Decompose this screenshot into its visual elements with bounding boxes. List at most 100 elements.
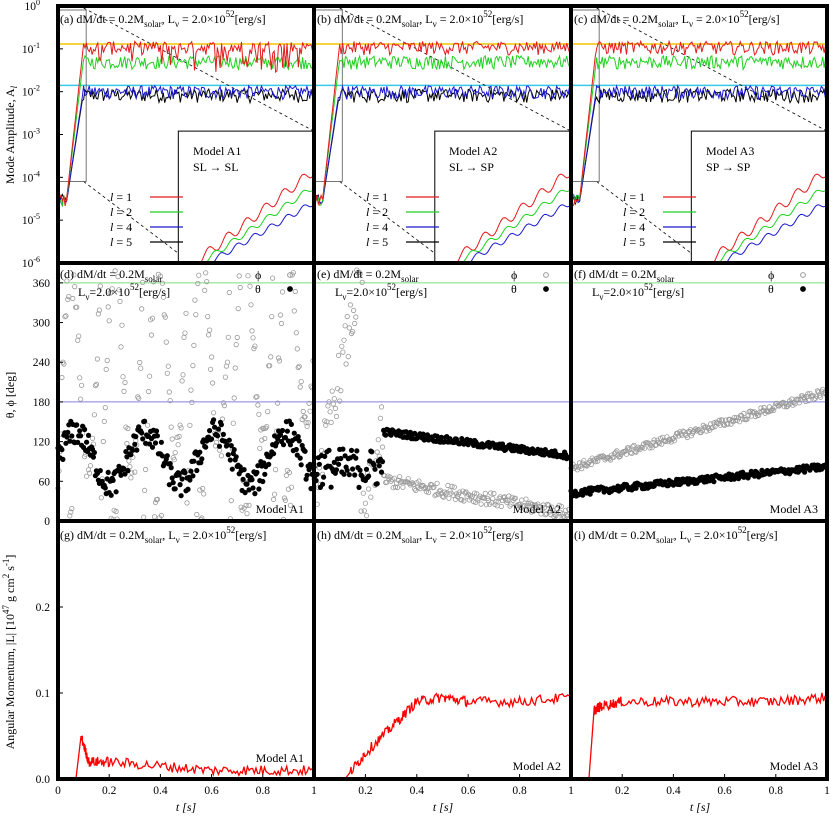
- theta-marker: [90, 454, 97, 460]
- phi-marker: [560, 513, 567, 520]
- phi-marker: [66, 293, 72, 300]
- header-d: (d) dM/dt = 0.2Msolar: [60, 267, 162, 284]
- theta-marker: [374, 481, 380, 487]
- theta-marker: [240, 476, 246, 482]
- phi-marker: [434, 480, 440, 486]
- theta-marker: [246, 487, 252, 493]
- zoom-guide-lower: [339, 181, 448, 264]
- phi-marker: [397, 473, 403, 480]
- theta-marker: [168, 464, 174, 471]
- inset-transition-a3: SP → SP: [706, 160, 751, 174]
- phi-marker: [416, 478, 422, 484]
- theta-marker: [316, 461, 322, 467]
- legend-item-label: l = 5: [366, 235, 388, 249]
- phi-marker: [815, 389, 822, 395]
- phi-marker: [423, 489, 429, 495]
- theta-marker: [113, 489, 119, 495]
- plot-layer: [55, 7, 829, 780]
- phi-marker: [147, 373, 153, 379]
- phi-marker: [564, 513, 570, 519]
- inset-curve: [721, 204, 828, 264]
- inset-curve: [208, 204, 315, 264]
- legend-mid-label: ϕ: [768, 268, 774, 282]
- inset-labels: Model A1 SL → SL Model A2 SL → SP Model …: [193, 144, 754, 174]
- legend-item-label: l = 2: [366, 205, 388, 219]
- phi-marker: [202, 287, 208, 293]
- phi-marker: [283, 472, 289, 478]
- phi-marker: [106, 318, 112, 324]
- legend-mid-marker: [800, 272, 806, 278]
- theta-marker: [132, 441, 138, 447]
- phi-marker: [471, 490, 478, 496]
- inset-transition-a1: SL → SL: [193, 160, 239, 174]
- xtick-label: 0.4: [153, 785, 168, 797]
- theta-marker: [357, 467, 363, 473]
- phi-marker: [76, 333, 82, 339]
- phi-marker: [482, 490, 488, 496]
- phi-marker: [326, 399, 332, 405]
- theta-marker: [295, 433, 301, 440]
- xtick-label: 0.6: [461, 785, 476, 797]
- phi-marker: [631, 442, 637, 448]
- phi-marker: [379, 444, 386, 450]
- theta-marker: [75, 439, 81, 445]
- phi-marker: [576, 460, 583, 466]
- legend-item-label: l = 4: [366, 220, 388, 234]
- phi-marker: [796, 400, 802, 406]
- theta-marker: [297, 455, 303, 461]
- phi-marker: [159, 280, 165, 286]
- phi-marker: [251, 345, 257, 352]
- phi-marker: [512, 495, 518, 501]
- phi-marker: [162, 314, 168, 320]
- phi-marker: [182, 330, 188, 336]
- mid-ytick-label: 300: [33, 318, 51, 330]
- theta-marker: [293, 446, 299, 453]
- theta-marker: [328, 484, 334, 490]
- theta-marker: [158, 439, 164, 445]
- theta-marker: [105, 469, 111, 475]
- phi-marker: [86, 470, 93, 476]
- phi-marker: [96, 307, 103, 313]
- phi-marker: [267, 363, 273, 369]
- phi-marker: [145, 422, 151, 428]
- header-e: (e) dM/dt = 0.2Msolar: [317, 267, 419, 284]
- theta-marker: [372, 466, 378, 472]
- phi-marker: [446, 495, 452, 501]
- phi-marker: [177, 422, 183, 428]
- amp-series-l2: [570, 54, 828, 203]
- zoom-guide-lower: [596, 181, 705, 264]
- angmom-series: [75, 735, 313, 780]
- theta-marker: [287, 442, 293, 448]
- phi-marker: [544, 501, 551, 507]
- phi-marker: [302, 414, 308, 420]
- phi-marker: [117, 298, 123, 304]
- theta-marker: [291, 430, 297, 436]
- phi-marker: [146, 388, 152, 395]
- phi-marker: [342, 323, 348, 329]
- phi-marker: [203, 270, 209, 276]
- phi-marker: [307, 408, 313, 414]
- phi-marker: [377, 415, 383, 421]
- phi-marker: [176, 433, 182, 440]
- legend-mid-label: ϕ: [511, 268, 517, 282]
- phi-marker: [269, 313, 275, 320]
- inset-curve: [714, 188, 828, 264]
- theta-marker: [60, 456, 66, 462]
- phi-marker: [716, 417, 722, 423]
- phi-marker: [688, 433, 695, 439]
- phi-marker: [360, 490, 366, 496]
- zoom-guide-upper: [339, 7, 572, 132]
- theta-marker: [178, 493, 184, 499]
- bot-ytick-label: 0.0: [36, 774, 51, 786]
- phi-marker: [361, 508, 367, 514]
- phi-marker: [205, 313, 211, 320]
- header-a: (a) dM/dt = 0.2Msolar, Lν = 2.0×1052[erg…: [60, 9, 266, 29]
- theta-marker: [229, 466, 235, 472]
- xtick-label: 0.2: [615, 785, 630, 797]
- phi-marker: [71, 272, 77, 278]
- phi-marker: [305, 419, 311, 426]
- theta-marker: [273, 440, 280, 446]
- phi-marker: [292, 288, 298, 295]
- phi-marker: [535, 501, 541, 507]
- theta-marker: [233, 454, 239, 460]
